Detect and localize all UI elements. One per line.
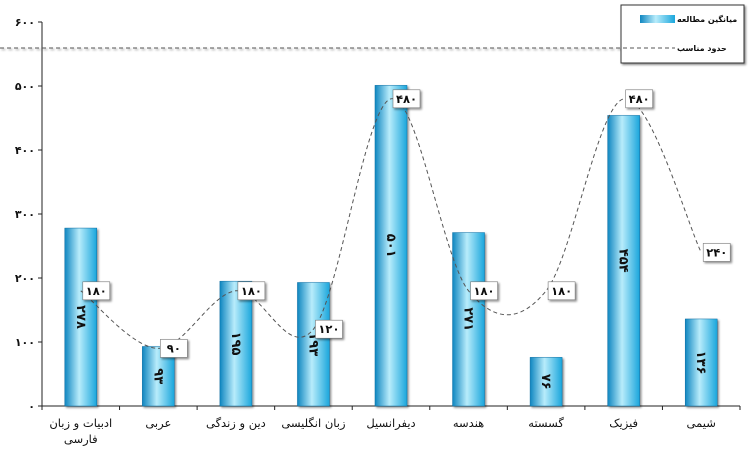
target-value-box	[392, 89, 421, 109]
target-value-text: ۴۸۰	[396, 92, 417, 106]
bar-value-label: ۲۷۱	[461, 307, 476, 331]
target-value-text: ۱۲۰	[318, 322, 339, 336]
target-value-box	[237, 281, 266, 301]
target-value-box	[82, 281, 111, 301]
bar	[607, 115, 640, 407]
x-tick-label: گسسته	[528, 416, 564, 430]
bar-value-label: ۱۳۶	[693, 351, 708, 375]
target-value-box	[470, 281, 498, 301]
target-value-box	[160, 339, 188, 358]
target-value-box	[702, 243, 731, 262]
target-value-label: ۴۸۰	[625, 89, 653, 109]
target-value-label: ۱۸۰	[470, 281, 498, 301]
bar-value-label: ۷۶	[538, 374, 553, 390]
bar	[452, 232, 485, 407]
y-tick-label: ۴۰۰	[15, 144, 35, 157]
bar-value-label: ۱۹۵	[228, 332, 243, 356]
target-value-label: ۲۴۰	[702, 243, 731, 262]
bar	[374, 85, 408, 407]
x-tick-label: دین و زندگی	[206, 416, 266, 431]
target-value-label: ۱۸۰	[82, 281, 111, 301]
target-value-text: ۱۸۰	[551, 284, 572, 298]
target-value-box	[625, 89, 653, 109]
target-value-text: ۴۸۰	[629, 92, 650, 106]
legend-bar-swatch	[640, 15, 675, 23]
legend-bar-label: میانگین مطالعه	[677, 14, 737, 24]
target-value-label: ۹۰	[160, 339, 188, 358]
bar	[529, 357, 563, 407]
x-tick-label: زبان انگلیسی	[281, 416, 345, 431]
target-value-text: ۱۸۰	[86, 284, 107, 298]
bar	[64, 227, 98, 407]
bar	[684, 318, 718, 407]
legend-line-label: حدود مناسب	[677, 44, 727, 53]
x-tick-label: شیمی	[687, 416, 716, 430]
target-value-label: ۱۸۰	[547, 281, 576, 301]
legend-box	[620, 4, 745, 64]
y-tick-label: ۰	[28, 400, 35, 413]
bar-value-label: ۲۷۸	[73, 305, 88, 329]
x-tick-label: دیفرانسیل	[366, 416, 415, 431]
target-value-text: ۹۰	[167, 341, 181, 355]
target-value-text: ۱۸۰	[241, 284, 262, 298]
y-tick-label: ۱۰۰	[15, 336, 35, 349]
target-value-label: ۴۸۰	[392, 89, 421, 109]
bar	[297, 282, 330, 407]
y-tick-label: ۵۰۰	[15, 80, 35, 93]
x-tick-label: عربی	[145, 416, 171, 431]
bar-value-label: ۹۳	[150, 368, 165, 384]
x-tick-label: هندسه	[453, 416, 484, 430]
bar-value-label: ۴۵۴	[616, 249, 631, 273]
target-value-box	[547, 281, 576, 301]
x-tick-label: فیزیک	[609, 416, 638, 431]
target-value-text: ۱۸۰	[474, 284, 495, 298]
bars	[64, 85, 718, 407]
target-value-text: ۲۴۰	[706, 245, 727, 259]
legend: میانگین مطالعه حدود مناسب	[0, 4, 745, 64]
target-value-box	[315, 319, 343, 339]
bar	[219, 280, 253, 407]
target-value-label: ۱۸۰	[237, 281, 266, 301]
bar-value-label: ۵۰۱	[383, 234, 398, 258]
target-value-label: ۱۲۰	[315, 319, 343, 339]
x-tick-label: ادبیات و زبان	[49, 416, 112, 431]
y-tick-label: ۳۰۰	[15, 208, 35, 221]
y-tick-label: ۲۰۰	[15, 272, 35, 285]
y-tick-label: ۶۰۰	[15, 16, 35, 29]
x-tick-label: فارسی	[64, 432, 98, 447]
